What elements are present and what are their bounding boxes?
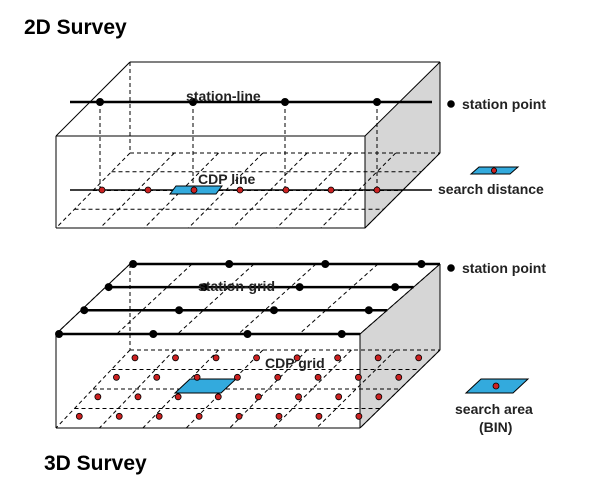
cdp-point-3d (212, 354, 220, 362)
cdp-point-3d (375, 393, 383, 401)
cdp-point-3d (155, 412, 163, 420)
box-edge-2d (55, 61, 131, 137)
cdp-point-3d (293, 354, 301, 362)
top-gridline-3d (116, 263, 193, 335)
cdp-point-2d (373, 186, 381, 194)
cdp-point-3d (295, 393, 302, 401)
top-gridline-3d (177, 263, 255, 335)
cdp-line-label: CDP line (198, 171, 256, 187)
cdp-point-3d (214, 393, 222, 401)
cdp-point-3d (253, 354, 260, 362)
cdp-point-2d (282, 186, 290, 194)
station-line-label: station-line (186, 88, 261, 104)
station-point-3d (269, 306, 278, 315)
legend (447, 100, 530, 394)
station-point-3d (104, 283, 113, 292)
station-point-3d (417, 259, 426, 268)
side-face-3d (360, 264, 440, 428)
cdp-point-3d (334, 354, 342, 362)
station-point-3d (364, 306, 373, 315)
legend-station-dot-2d (447, 100, 455, 108)
cdp-point-2d (327, 186, 335, 194)
box-edge-3d (55, 263, 131, 335)
station-point-2d (372, 98, 381, 107)
top-gridline-3d (238, 263, 317, 335)
cdp-point-3d (153, 373, 161, 381)
cdp-point-2d (144, 186, 152, 194)
legend-station-dot-3d (447, 264, 455, 272)
legend-station-point-2d: station point (462, 96, 546, 112)
floor-gridline-3d (316, 349, 397, 429)
floor-gridline-3d (272, 349, 352, 429)
points-2d (96, 98, 381, 195)
legend-search-area-dot (492, 382, 500, 390)
cdp-point-3d (131, 354, 139, 362)
station-point-3d (391, 283, 400, 292)
cdp-point-3d (335, 393, 343, 401)
cdp-point-3d (193, 373, 201, 381)
cdp-point-3d (75, 412, 83, 420)
cdp-point-3d (415, 354, 423, 362)
legend-bin: (BIN) (479, 419, 512, 435)
cdp-point-3d (195, 412, 203, 420)
legend-station-point-3d: station point (462, 260, 546, 276)
cdp-point-3d (275, 412, 283, 420)
legend-search-distance: search distance (438, 181, 544, 197)
cdp-point-3d (355, 373, 362, 381)
station-point-3d (321, 259, 330, 268)
station-point-3d (243, 329, 252, 338)
cdp-point-3d (172, 354, 179, 362)
station-grid-label: station-grid (198, 278, 275, 294)
station-point-3d (337, 329, 346, 338)
title-2d-survey: 2D Survey (24, 16, 127, 39)
floor-gridline-3d (229, 349, 308, 429)
cdp-point-3d (115, 412, 123, 420)
cdp-point-2d (98, 186, 106, 194)
side-face-2d (365, 62, 440, 228)
station-point-2d (280, 98, 289, 107)
points-3d (55, 259, 426, 420)
box-edge-3d (359, 349, 441, 429)
cdp-point-3d (235, 412, 243, 420)
box-2d (55, 61, 441, 229)
cdp-point-3d (113, 373, 120, 381)
station-point-3d (80, 306, 89, 315)
station-point-3d (225, 259, 234, 268)
top-gridline-3d (298, 263, 379, 335)
floor-gridline-3d (55, 349, 131, 429)
cdp-point-3d (134, 393, 142, 401)
station-point-3d (129, 259, 138, 268)
station-point-2d (96, 98, 105, 107)
cdp-point-3d (355, 412, 363, 420)
legend-search-area: search area (455, 401, 533, 417)
cdp-point-3d (94, 393, 102, 401)
legend-search-distance-dot (490, 167, 497, 174)
box-3d (55, 262, 441, 429)
station-point-3d (149, 329, 158, 338)
station-point-3d (175, 306, 184, 315)
cdp-point-3d (234, 373, 241, 381)
station-point-3d (200, 283, 209, 292)
cdp-point-3d (174, 393, 182, 401)
cdp-point-3d (314, 373, 322, 381)
cdp-point-3d (395, 373, 403, 381)
cdp-grid-label: CDP grid (265, 355, 325, 371)
cdp-point-3d (315, 412, 323, 420)
station-point-3d (55, 329, 64, 338)
cdp-point-3d (274, 373, 282, 381)
cdp-point-3d (374, 354, 382, 362)
station-point-3d (295, 283, 304, 292)
cdp-point-3d (255, 393, 262, 401)
box-edge-3d (359, 263, 441, 335)
title-3d-survey: 3D Survey (44, 452, 147, 475)
cdp-point-2d (236, 186, 244, 194)
station-point-2d (188, 98, 197, 107)
search-area-bin (173, 378, 238, 394)
cdp-point-2d (190, 186, 198, 194)
